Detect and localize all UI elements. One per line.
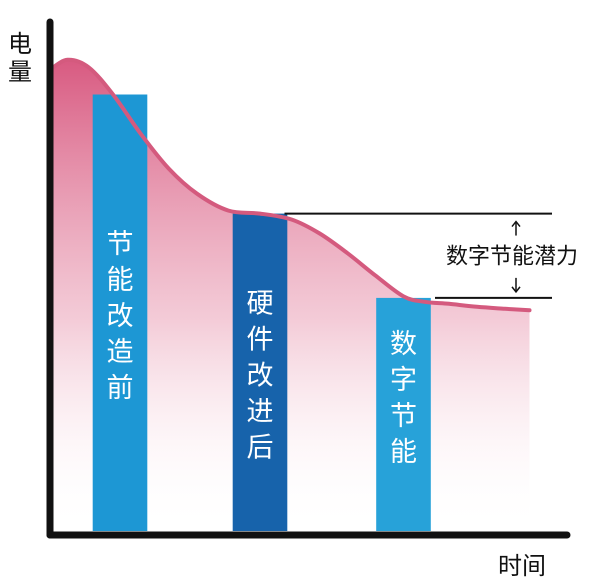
bar-1 <box>92 94 148 531</box>
bars-group <box>92 94 431 531</box>
up-arrow-head-icon <box>511 220 521 228</box>
bar-labels-group: 节能改造前 硬件改进后 数字节能 <box>107 229 418 468</box>
y-label-char: 电 <box>8 30 32 58</box>
bar-label-3: 数字节能 <box>390 329 417 468</box>
y-label-char: 量 <box>8 58 32 86</box>
bar-3 <box>376 297 431 531</box>
bar-2 <box>232 213 288 531</box>
x-axis-label: 时间 <box>498 552 546 580</box>
annotation-label: 数字节能潜力 <box>446 245 578 270</box>
bar-label-1: 节能改造前 <box>107 229 134 404</box>
down-arrow-head-icon <box>511 286 521 294</box>
potential-annotation: 数字节能潜力 <box>284 212 578 299</box>
y-axis-label: 电量 <box>8 30 32 86</box>
bar-label-2: 硬件改进后 <box>247 288 274 463</box>
energy-curve-line <box>48 57 532 313</box>
